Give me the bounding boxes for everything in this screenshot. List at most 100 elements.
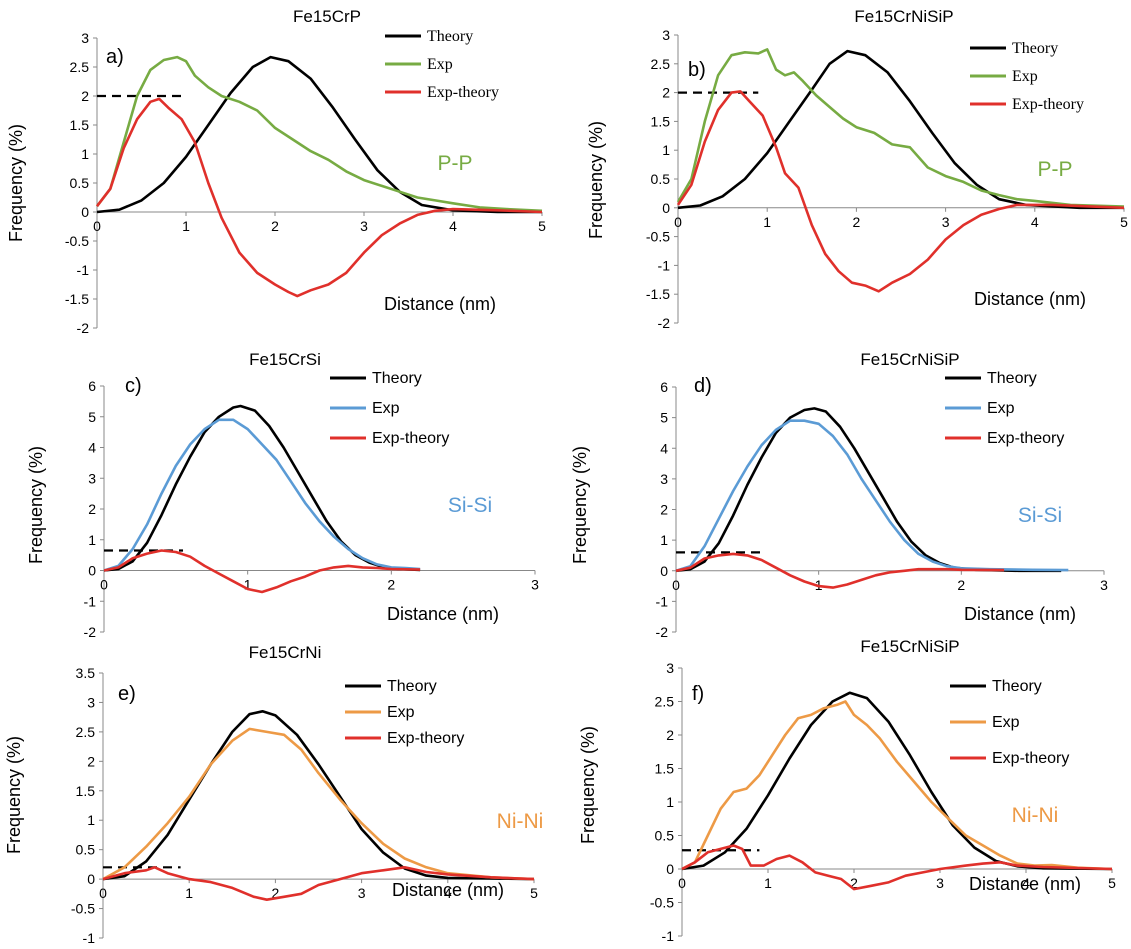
x-tick-label: 0 (674, 214, 682, 230)
legend-label: Exp (992, 714, 1020, 731)
series-line-exp-theory (95, 97, 543, 298)
chart-title: Fe15CrNiSiP (854, 7, 953, 26)
x-axis-label: Distance (nm) (384, 294, 496, 314)
y-tick-label: 2.5 (655, 694, 675, 710)
y-tick-label: 1 (660, 532, 668, 548)
legend-label: Exp-theory (387, 730, 464, 747)
y-tick-label: 1 (88, 532, 96, 548)
y-tick-label: 0.5 (76, 842, 96, 858)
y-tick-label: -0.5 (71, 901, 95, 917)
legend-label: Exp-theory (987, 430, 1064, 447)
series-line-exp-theory (103, 549, 421, 594)
y-tick-label: -0.5 (646, 229, 670, 245)
x-tick-label: 1 (763, 214, 771, 230)
y-axis-label: Frequency (%) (4, 736, 24, 854)
y-axis-label: Frequency (%) (586, 121, 606, 239)
panel-b: 32.521.510.50-0.5-1-1.5-20 1 2 3 4 5Fe15CrNiS… (586, 7, 1128, 331)
series-line-exp-theory (676, 90, 1125, 293)
x-tick-label: 0 (678, 875, 686, 891)
y-tick-label: 1.5 (655, 761, 675, 777)
legend-label: Exp-theory (992, 750, 1069, 767)
x-axis-label: Distance (nm) (974, 289, 1086, 309)
pair-label: Si-Si (448, 494, 492, 517)
panel-label: e) (118, 683, 136, 705)
y-axis-label: Frequency (%) (26, 446, 46, 564)
y-tick-label: -1 (77, 262, 90, 278)
chart-title: Fe15CrSi (249, 350, 321, 369)
pair-label: Ni-Ni (497, 810, 544, 833)
y-tick-label: 0 (666, 861, 674, 877)
y-tick-label: 2 (660, 502, 668, 518)
x-tick-label: 0 (99, 885, 107, 901)
y-tick-label: 1.5 (76, 783, 96, 799)
y-axis-label: Frequency (%) (6, 124, 26, 242)
y-tick-label: 2.5 (70, 59, 90, 75)
legend-label: Exp (987, 400, 1015, 417)
x-tick-label: 5 (1108, 875, 1116, 891)
x-axis-label: Distance (nm) (964, 604, 1076, 624)
series-line-exp (102, 727, 535, 881)
x-tick-label: 0 (100, 577, 108, 593)
y-tick-label: 2.5 (651, 56, 671, 72)
x-tick-label: 0 (672, 577, 680, 593)
x-tick-label: 2 (387, 577, 395, 593)
y-tick-label: -1.5 (646, 286, 670, 302)
legend-label: Theory (372, 370, 422, 387)
legend-label: Theory (427, 28, 473, 45)
y-tick-label: -1 (84, 593, 97, 609)
y-tick-label: 2.5 (76, 724, 96, 740)
y-tick-label: 5 (88, 409, 96, 425)
y-tick-label: -2 (77, 320, 90, 336)
x-tick-label: 3 (942, 214, 950, 230)
legend-label: Exp (387, 704, 415, 721)
y-tick-label: 2 (666, 727, 674, 743)
y-tick-label: 3 (81, 30, 89, 46)
x-tick-label: 5 (538, 218, 546, 234)
panel-e: 3.532.521.510.50-0.5-10 1 2 3 4 5Fe15CrNie)Fr… (4, 643, 543, 946)
y-tick-label: 3.5 (76, 665, 96, 681)
x-tick-label: 2 (853, 214, 861, 230)
y-tick-label: -2 (84, 624, 97, 640)
legend-label: Exp (372, 400, 400, 417)
x-tick-label: 5 (1120, 214, 1128, 230)
y-tick-label: 6 (88, 378, 96, 394)
legend-label: Exp-theory (372, 430, 449, 447)
y-tick-label: 3 (88, 470, 96, 486)
x-axis-label: Distance (nm) (392, 880, 504, 900)
panel-label: f) (692, 683, 704, 705)
x-tick-label: 1 (764, 875, 772, 891)
panel-label: c) (125, 375, 142, 397)
chart-title: Fe15CrP (293, 7, 361, 26)
y-tick-label: -2 (656, 624, 669, 640)
x-tick-label: 2 (272, 885, 280, 901)
x-tick-label: 2 (850, 875, 858, 891)
series-line-theory (96, 55, 542, 214)
series-line-exp-theory (675, 552, 1005, 589)
x-tick-label: 4 (1031, 214, 1039, 230)
panel-label: b) (688, 59, 706, 81)
series-line-exp (95, 55, 543, 213)
x-tick-label: 1 (244, 577, 252, 593)
x-tick-label: 0 (93, 218, 101, 234)
panel-f: 32.521.510.50-0.5-10 1 2 3 4 5Fe15CrNiSiPf)Fr… (578, 637, 1116, 944)
legend-label: Theory (387, 678, 437, 695)
pair-label: Ni-Ni (1012, 804, 1059, 827)
x-tick-label: 2 (271, 218, 279, 234)
panel-label: a) (106, 46, 124, 68)
y-tick-label: -1.5 (65, 291, 89, 307)
x-tick-label: 4 (449, 218, 457, 234)
legend-label: Theory (992, 678, 1042, 695)
x-tick-label: 4 (1022, 875, 1030, 891)
legend-label: Exp-theory (1012, 96, 1084, 113)
x-tick-label: 1 (815, 577, 823, 593)
y-tick-label: 0 (87, 871, 95, 887)
y-tick-label: 2 (87, 753, 95, 769)
chart-title: Fe15CrNiSiP (860, 350, 959, 369)
y-axis-label: Frequency (%) (578, 726, 598, 844)
y-tick-label: 0.5 (655, 828, 675, 844)
y-tick-label: 0 (81, 204, 89, 220)
y-tick-label: 0.5 (651, 171, 671, 187)
y-tick-label: 3 (666, 660, 674, 676)
series-line-exp (676, 48, 1125, 208)
